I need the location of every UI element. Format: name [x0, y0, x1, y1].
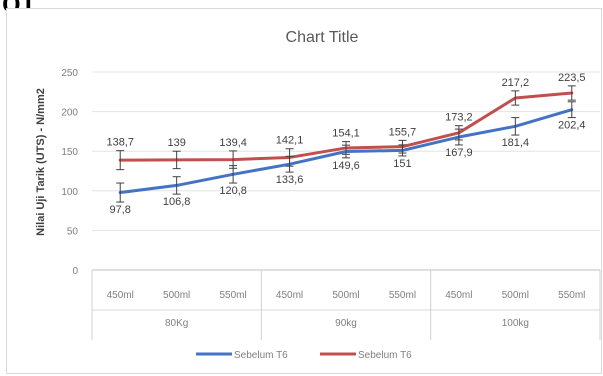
- data-label: 138,7: [106, 137, 134, 149]
- x-tick-label: 500ml: [332, 290, 359, 301]
- data-label: 97,8: [110, 204, 131, 216]
- data-label: 133,6: [276, 174, 304, 186]
- x-tick-label: 500ml: [502, 290, 529, 301]
- y-axis-ticks: 0 50 100 150 200 250: [61, 68, 78, 277]
- data-label: 167,9: [445, 147, 473, 159]
- gridlines: [92, 71, 600, 271]
- x-axis: 450ml 500ml 550ml 450ml 500ml 550ml 450ml 500ml…: [91, 270, 601, 340]
- legend-label: Sebelum T6: [358, 350, 412, 361]
- data-label: 155,7: [389, 126, 417, 138]
- x-group-label: 90kg: [335, 318, 357, 329]
- x-tick-label: 450ml: [107, 290, 134, 301]
- x-group-label: 100kg: [502, 318, 529, 329]
- data-label: 173,2: [445, 112, 473, 124]
- y-tick-label: 250: [61, 68, 78, 79]
- legend: Sebelum T6 Sebelum T6: [196, 350, 412, 361]
- data-label: 223,5: [558, 72, 586, 84]
- data-label: 106,8: [163, 196, 191, 208]
- y-tick-label: 0: [72, 266, 78, 277]
- x-tick-label: 450ml: [276, 290, 303, 301]
- data-label: 151: [393, 158, 411, 170]
- data-label: 139,4: [219, 137, 247, 149]
- data-label: 139: [167, 137, 185, 149]
- y-tick-label: 200: [61, 108, 78, 119]
- data-label: 142,1: [276, 135, 304, 147]
- data-label: 181,4: [502, 137, 530, 149]
- x-tick-label: 550ml: [389, 290, 416, 301]
- y-tick-label: 50: [67, 226, 79, 237]
- data-label: 154,1: [332, 128, 360, 140]
- y-axis-title: Nilai Uji Tarik (UTS) - N/mm2: [35, 88, 47, 236]
- y-tick-label: 100: [61, 187, 78, 198]
- data-labels: 97,8 106,8 120,8 133,6 149,6 151 167,9 181,4 202…: [106, 72, 585, 216]
- error-bars: [116, 85, 576, 203]
- chart-title: Chart Title: [286, 29, 359, 46]
- x-tick-label: 450ml: [445, 290, 472, 301]
- x-group-label: 80Kg: [165, 318, 188, 329]
- y-tick-label: 150: [61, 147, 78, 158]
- x-tick-label: 550ml: [558, 290, 585, 301]
- legend-label: Sebelum T6: [234, 350, 288, 361]
- data-label: 120,8: [219, 185, 247, 197]
- x-tick-label: 500ml: [163, 290, 190, 301]
- data-label: 202,4: [558, 120, 586, 132]
- x-tick-label: 550ml: [219, 290, 246, 301]
- data-label: 217,2: [502, 77, 530, 89]
- data-label: 149,6: [332, 160, 360, 172]
